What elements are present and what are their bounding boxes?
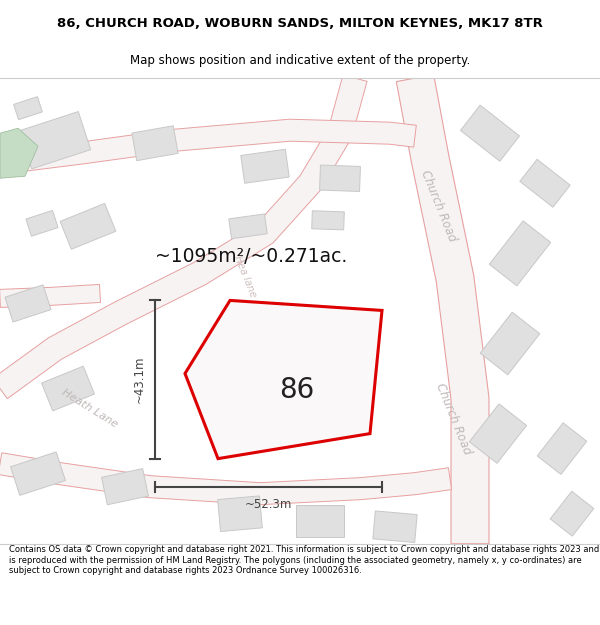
- Polygon shape: [480, 312, 540, 375]
- Polygon shape: [0, 128, 38, 178]
- Polygon shape: [469, 404, 527, 463]
- Polygon shape: [11, 452, 65, 496]
- Polygon shape: [296, 505, 344, 537]
- Text: 86, CHURCH ROAD, WOBURN SANDS, MILTON KEYNES, MK17 8TR: 86, CHURCH ROAD, WOBURN SANDS, MILTON KE…: [57, 17, 543, 30]
- Text: 86: 86: [280, 376, 314, 404]
- Polygon shape: [550, 491, 594, 536]
- Polygon shape: [185, 301, 382, 459]
- Polygon shape: [0, 119, 416, 174]
- Polygon shape: [60, 203, 116, 249]
- Text: Heath Lane: Heath Lane: [60, 388, 120, 430]
- Text: Church Road: Church Road: [433, 381, 473, 456]
- Polygon shape: [0, 75, 367, 399]
- Text: Contains OS data © Crown copyright and database right 2021. This information is : Contains OS data © Crown copyright and d…: [9, 545, 599, 575]
- Polygon shape: [229, 214, 267, 239]
- Polygon shape: [320, 165, 361, 191]
- Polygon shape: [0, 284, 101, 308]
- Polygon shape: [132, 126, 178, 161]
- Polygon shape: [537, 422, 587, 474]
- Text: Map shows position and indicative extent of the property.: Map shows position and indicative extent…: [130, 54, 470, 68]
- Polygon shape: [26, 211, 58, 236]
- Text: ~43.1m: ~43.1m: [133, 356, 146, 403]
- Text: ~1095m²/~0.271ac.: ~1095m²/~0.271ac.: [155, 247, 347, 266]
- Polygon shape: [520, 159, 570, 208]
- Text: Church Road: Church Road: [418, 169, 458, 244]
- Polygon shape: [311, 211, 344, 230]
- Polygon shape: [19, 112, 91, 169]
- Polygon shape: [5, 285, 51, 322]
- Polygon shape: [41, 366, 94, 411]
- Polygon shape: [489, 221, 551, 286]
- Polygon shape: [373, 511, 417, 542]
- Polygon shape: [14, 97, 43, 119]
- Text: Hea lane: Hea lane: [232, 254, 258, 299]
- Polygon shape: [241, 149, 289, 183]
- Polygon shape: [218, 496, 262, 531]
- Polygon shape: [101, 469, 148, 505]
- Text: ~52.3m: ~52.3m: [245, 498, 292, 511]
- Polygon shape: [460, 105, 520, 161]
- Polygon shape: [0, 452, 452, 505]
- Polygon shape: [397, 74, 489, 544]
